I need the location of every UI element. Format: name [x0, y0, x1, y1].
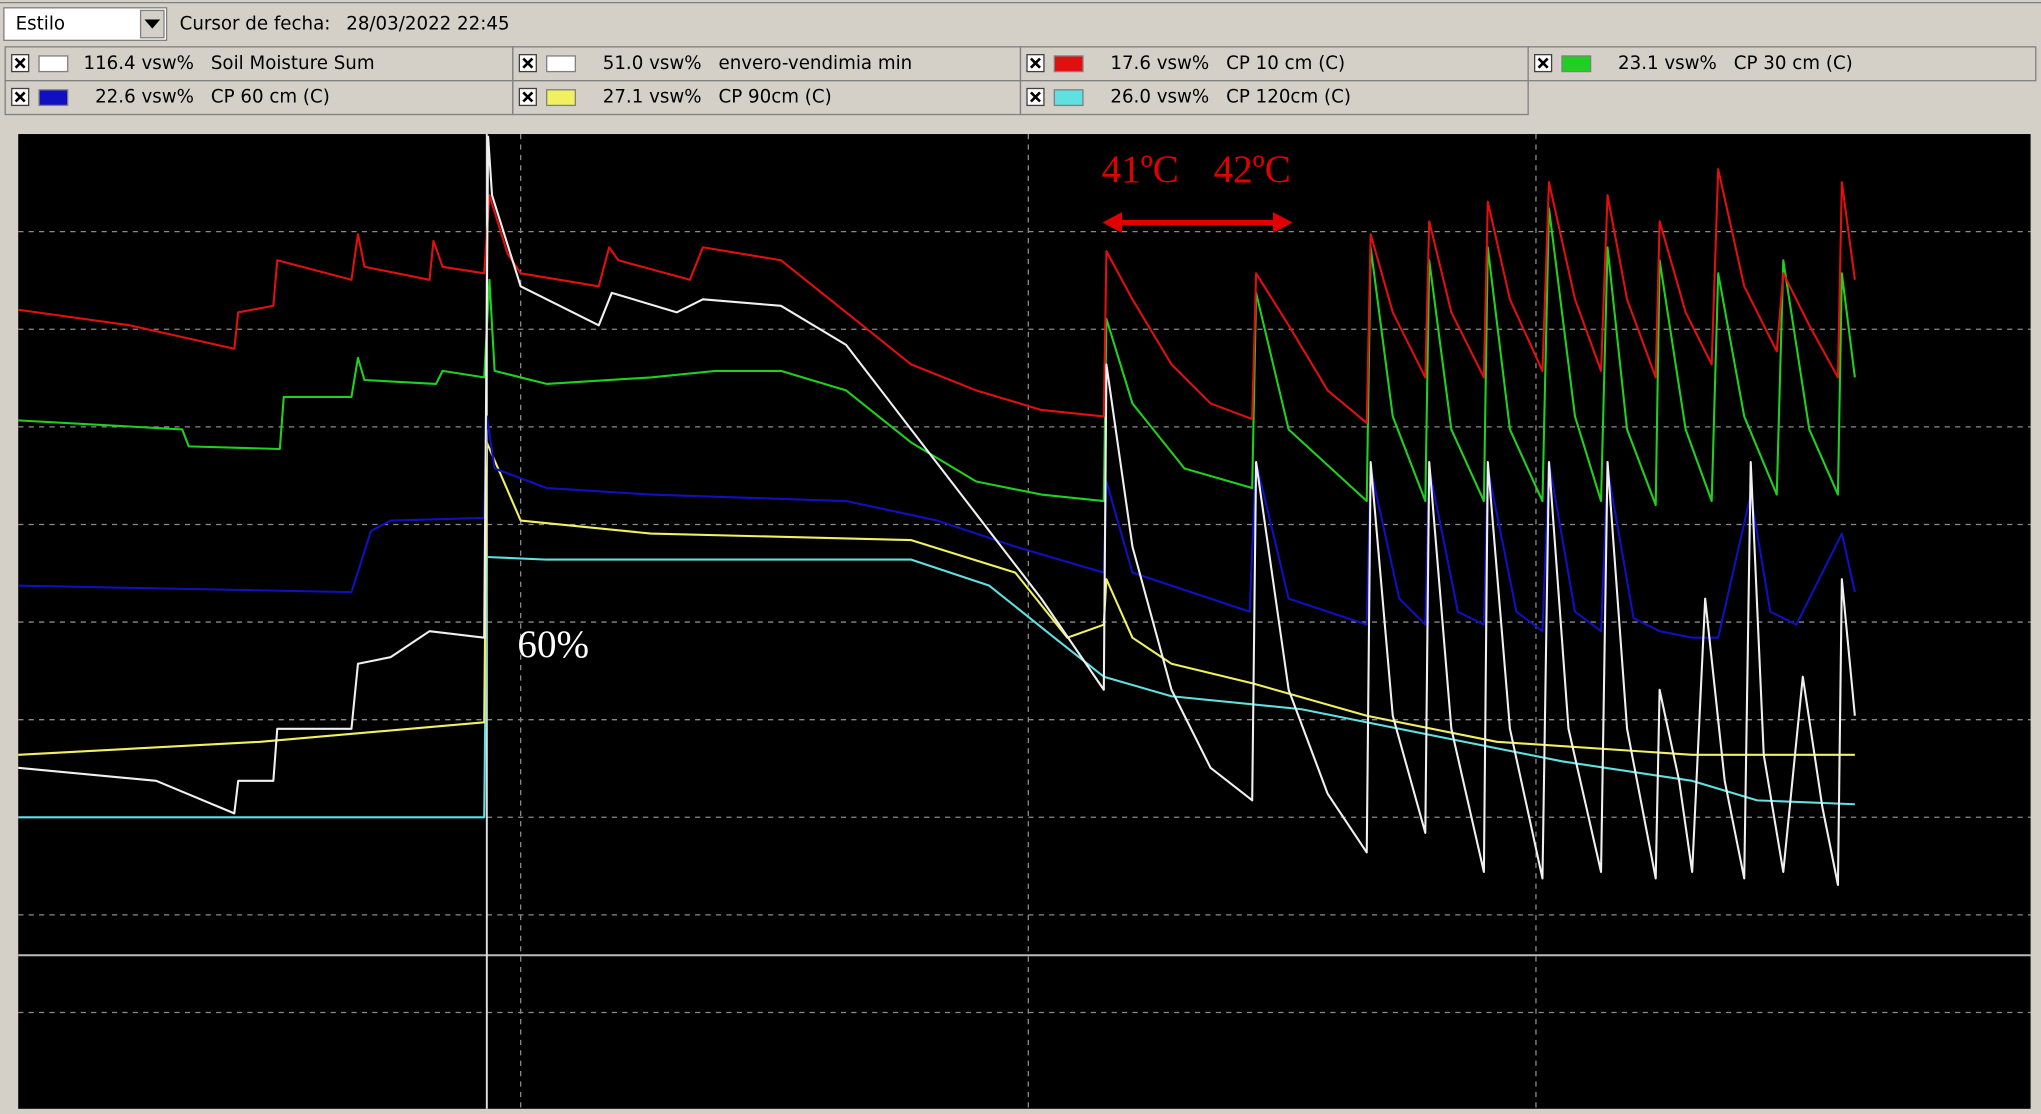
legend-swatch: [1053, 89, 1084, 107]
cursor-date: 28/03/2022 22:45: [346, 14, 509, 35]
legend-cell: [1019, 80, 1529, 116]
checkbox-mark: [522, 57, 534, 69]
legend-value: 27.1 vsw%: [603, 87, 702, 108]
legend-value: 17.6 vsw%: [1110, 53, 1209, 74]
legend-value: 51.0 vsw%: [603, 53, 702, 74]
legend-name: Soil Moisture Sum: [211, 53, 375, 74]
legend-name: envero-vendimia min: [719, 53, 913, 74]
legend-panel: 116.4 vsw% Soil Moisture Sum 51.0 vsw% enve…: [4, 46, 2037, 116]
annotation-percent: 60%: [517, 623, 589, 666]
legend-name: CP 90cm (C): [719, 87, 832, 108]
checkbox-mark: [1537, 57, 1549, 69]
annotation-temp: 42ºC: [1214, 148, 1291, 191]
trace-cp30: [18, 207, 1856, 506]
legend-swatch: [38, 89, 69, 107]
legend-cell: [1527, 46, 2037, 82]
legend-checkbox[interactable]: [11, 87, 30, 107]
legend-swatch: [38, 55, 69, 73]
dropdown-text: Estilo: [16, 14, 65, 35]
legend-checkbox[interactable]: [1026, 54, 1045, 73]
checkbox-mark: [1029, 57, 1041, 69]
legend-checkbox[interactable]: [1534, 54, 1553, 73]
checkbox-mark: [14, 91, 26, 103]
legend-checkbox[interactable]: [11, 54, 30, 73]
legend-swatch: [1561, 55, 1592, 73]
legend-value: 23.1 vsw%: [1618, 53, 1717, 74]
legend-value: 22.6 vsw%: [95, 87, 194, 108]
legend-name: CP 120cm (C): [1226, 87, 1351, 108]
legend-name: CP 60 cm (C): [211, 87, 330, 108]
legend-value: 26.0 vsw%: [1110, 87, 1209, 108]
legend-value: 116.4 vsw%: [83, 53, 193, 74]
legend-swatch: [546, 89, 576, 107]
checkbox-mark: [522, 91, 534, 103]
checkbox-mark: [14, 57, 26, 69]
legend-name: CP 10 cm (C): [1226, 53, 1345, 74]
legend-checkbox[interactable]: [518, 54, 537, 73]
trace-cp60: [18, 415, 1856, 639]
trace-cp120: [18, 555, 1855, 819]
legend-checkbox[interactable]: [1026, 87, 1045, 107]
legend-name: CP 30 cm (C): [1734, 53, 1853, 74]
legend-cell: [4, 80, 514, 116]
traces: [18, 135, 1856, 886]
legend-swatch: [546, 55, 576, 73]
legend-swatch: [1053, 55, 1084, 73]
annotation-temp: 41ºC: [1102, 148, 1179, 191]
legend-cell: [512, 80, 1022, 116]
trace-cp10: [18, 168, 1856, 424]
arrow-heads: [1102, 212, 1293, 233]
legend-cell: [4, 46, 514, 82]
style-dropdown[interactable]: Estilo: [3, 7, 168, 41]
annotations: 41ºC 42ºC 60%: [517, 148, 1293, 666]
trace-moisture-sum: [18, 135, 1856, 886]
checkbox-mark: [1029, 91, 1041, 103]
cursor-label: Cursor de fecha:: [180, 14, 331, 35]
legend-checkbox[interactable]: [518, 87, 537, 107]
